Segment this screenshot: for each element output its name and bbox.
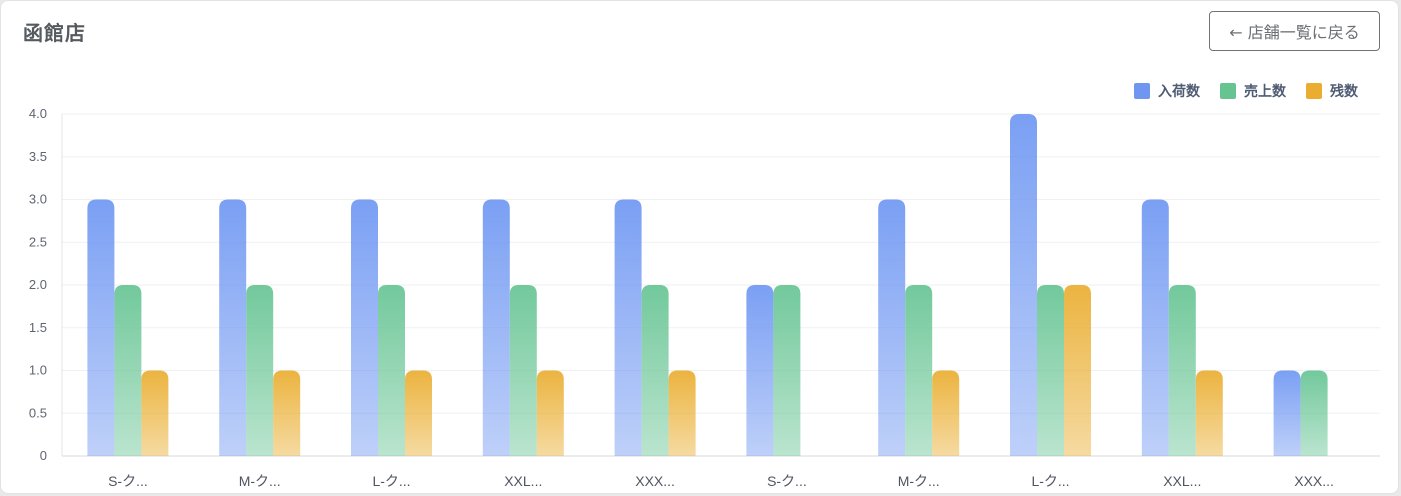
legend-item-sales[interactable]: 売上数 [1220, 81, 1286, 101]
x-tick-label: XXL... [504, 473, 542, 489]
y-tick-label: 1.0 [29, 363, 47, 378]
page-title: 函館店 [23, 21, 86, 45]
y-tick-label: 4.0 [29, 106, 47, 121]
bar-arrivals[interactable] [878, 199, 906, 457]
x-tick-label: XXL... [1163, 473, 1201, 489]
bar-sales[interactable] [1168, 285, 1196, 456]
bar-arrivals[interactable] [1141, 199, 1169, 457]
y-tick-label: 3.5 [29, 149, 47, 164]
bar-sales[interactable] [114, 285, 142, 456]
x-tick-label: XXX... [1294, 473, 1334, 489]
x-tick-label: M-ク... [239, 473, 281, 489]
bar-sales[interactable] [246, 285, 274, 456]
bar-remaining[interactable] [141, 370, 169, 457]
bar-arrivals[interactable] [1273, 370, 1301, 457]
legend-label-arrivals: 入荷数 [1158, 84, 1200, 100]
y-tick-label: 0.5 [29, 405, 47, 420]
legend-swatch-sales [1220, 83, 1236, 99]
legend-item-arrivals[interactable]: 入荷数 [1134, 81, 1200, 101]
y-tick-label: 2.5 [29, 234, 47, 249]
x-tick-label: L-ク... [1031, 473, 1069, 489]
bar-remaining[interactable] [1064, 285, 1091, 456]
bar-arrivals[interactable] [1010, 114, 1037, 456]
chart-legend: 入荷数 売上数 残数 [1134, 81, 1358, 101]
bar-sales[interactable] [1037, 285, 1064, 456]
bar-sales[interactable] [378, 285, 405, 456]
legend-label-remaining: 残数 [1330, 84, 1358, 100]
y-tick-label: 2.0 [29, 277, 47, 292]
bar-remaining[interactable] [668, 370, 696, 457]
bar-remaining[interactable] [405, 370, 432, 457]
bar-sales[interactable] [1300, 370, 1328, 457]
bar-arrivals[interactable] [219, 199, 247, 457]
x-tick-label: XXX... [635, 473, 675, 489]
bar-sales[interactable] [641, 285, 669, 456]
y-tick-label: 3.0 [29, 192, 47, 207]
bar-chart: 0 0.5 1.0 1.5 2.0 2.5 3.0 3.5 4.0 S-ク... M-ク... L-ク… [29, 106, 1380, 489]
bar-sales[interactable] [509, 285, 537, 456]
back-to-store-list-button[interactable]: ← 店舗一覧に戻る [1209, 11, 1380, 51]
y-tick-label: 0 [40, 448, 47, 463]
x-tick-label: L-ク... [372, 473, 410, 489]
bar-remaining[interactable] [1195, 370, 1223, 457]
bar-arrivals[interactable] [482, 199, 510, 457]
bar-sales[interactable] [773, 285, 801, 456]
x-tick-label: S-ク... [108, 473, 148, 489]
x-tick-label: M-ク... [898, 473, 940, 489]
bar-remaining[interactable] [273, 370, 301, 457]
y-tick-label: 1.5 [29, 320, 47, 335]
bar-arrivals[interactable] [614, 199, 642, 457]
x-tick-label: S-ク... [767, 473, 807, 489]
bar-remaining[interactable] [536, 370, 564, 457]
bar-arrivals[interactable] [351, 199, 378, 457]
bar-arrivals[interactable] [87, 199, 115, 457]
legend-item-remaining[interactable]: 残数 [1306, 81, 1358, 101]
bar-remaining[interactable] [932, 370, 960, 457]
bar-sales[interactable] [905, 285, 933, 456]
legend-swatch-arrivals [1134, 83, 1150, 99]
bar-arrivals[interactable] [746, 285, 774, 456]
legend-swatch-remaining [1306, 83, 1322, 99]
legend-label-sales: 売上数 [1244, 84, 1286, 100]
